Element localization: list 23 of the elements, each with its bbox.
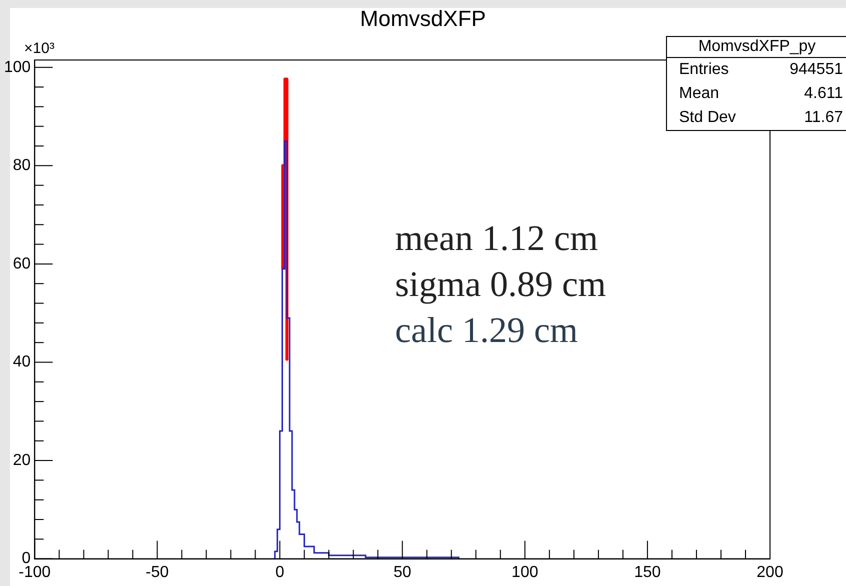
text: MomvsdXFP_py xyxy=(667,37,846,58)
text: 4.611 xyxy=(804,84,843,104)
y-tick-label: 80 xyxy=(12,157,31,174)
x-tick-label: 50 xyxy=(393,564,412,581)
annotation: mean 1.12 cm xyxy=(395,217,599,260)
x-tick-label: 200 xyxy=(756,564,784,581)
x-tick-label: -50 xyxy=(146,564,169,581)
y-tick-label: 20 xyxy=(12,452,31,469)
y-tick-label: 100 xyxy=(4,58,31,76)
annotation: sigma 0.89 cm xyxy=(395,263,606,306)
text: 11.67 xyxy=(804,108,843,128)
x-tick-label: 0 xyxy=(275,564,284,581)
y-axis-title: ×10³ xyxy=(24,40,54,57)
x-tick-label: 150 xyxy=(634,564,661,581)
y-tick-label: 60 xyxy=(12,255,31,272)
text: 944551 xyxy=(790,60,843,80)
chart-title: MomvsdXFP xyxy=(359,6,487,32)
y-tick-label: 40 xyxy=(12,354,31,371)
annotation: Entries xyxy=(679,60,729,80)
x-tick-label: 100 xyxy=(512,564,538,581)
annotation: Mean xyxy=(679,84,720,104)
annotation: Std Dev xyxy=(679,108,736,128)
annotation: calc 1.29 cm xyxy=(395,309,579,352)
